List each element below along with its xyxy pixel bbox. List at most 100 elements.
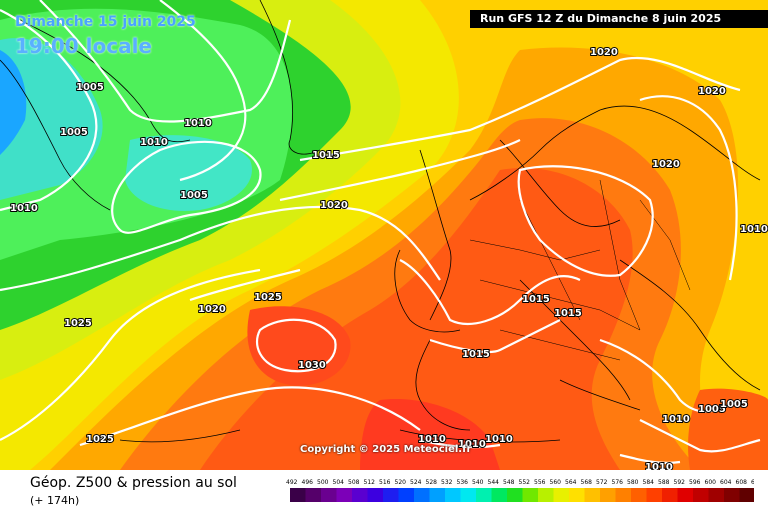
legend-footer: Géop. Z500 & pression au sol (+ 174h) 49… (0, 470, 768, 512)
scale-tick-label: 592 (674, 479, 686, 486)
scale-swatch (305, 488, 321, 502)
scale-tick-label: 500 (317, 479, 329, 486)
isobar-label: 1025 (254, 292, 282, 303)
scale-swatches (290, 488, 754, 502)
scale-tick-label: 596 (689, 479, 701, 486)
scale-swatch (491, 488, 507, 502)
isobar-label: 1020 (652, 159, 680, 170)
isobar-label: 1010 (740, 224, 768, 235)
scale-tick-label: 544 (488, 479, 500, 486)
scale-tick-label: 524 (410, 479, 422, 486)
scale-swatch (414, 488, 430, 502)
scale-swatch (538, 488, 554, 502)
color-scale: 492 496 500 504 508 512 516 520 524 528 532 536 540 5… (286, 479, 754, 502)
coastlines (0, 0, 761, 443)
scale-swatch (398, 488, 414, 502)
scale-tick-label: 496 (302, 479, 314, 486)
scale-swatch (352, 488, 368, 502)
scale-tick-label: 588 (658, 479, 670, 486)
scale-tick-label: 584 (643, 479, 655, 486)
scale-tick-label: 516 (379, 479, 391, 486)
scale-swatch (383, 488, 399, 502)
scale-tick-label: 600 (705, 479, 717, 486)
scale-tick-label: 492 (286, 479, 298, 486)
isobar-label: 1015 (312, 150, 340, 161)
scale-tick-label: 504 (333, 479, 345, 486)
scale-tick-label: 560 (550, 479, 562, 486)
scale-tick-label: 608 (736, 479, 748, 486)
isobar-labels: 1005 1005 1005 1010 1010 1010 1015 1020 … (9, 46, 768, 470)
scale-swatch (615, 488, 631, 502)
isobar-label: 1010 (485, 434, 513, 445)
isobar-label: 1005 (76, 82, 104, 93)
scale-tick-label: 572 (596, 479, 608, 486)
isobar-label: 1010 (458, 439, 486, 450)
isobar-label: 1015 (522, 294, 550, 305)
scale-tick-label: 508 (348, 479, 360, 486)
scale-tick-label: 520 (395, 479, 407, 486)
scale-swatch (693, 488, 709, 502)
scale-ticks: 492 496 500 504 508 512 516 520 524 528 532 536 540 5… (286, 479, 754, 486)
isobar-label: 1025 (86, 434, 114, 445)
scale-tick-label: 576 (612, 479, 624, 486)
forecast-date: Dimanche 15 juin 2025 (15, 14, 196, 30)
scale-swatch (553, 488, 569, 502)
scale-tick-label: 580 (627, 479, 639, 486)
isobar-label: 1010 (184, 118, 212, 129)
scale-swatch (739, 488, 754, 502)
scale-tick-label: 556 (534, 479, 546, 486)
scale-swatch (569, 488, 585, 502)
copyright-notice: Copyright © 2025 Meteociel.fr (300, 444, 472, 455)
scale-swatch (646, 488, 662, 502)
isobar-label: 1020 (698, 86, 726, 97)
scale-swatch (522, 488, 538, 502)
scale-swatch (445, 488, 461, 502)
forecast-local-time: 19:00 locale (15, 34, 152, 58)
scale-tick-label: 532 (441, 479, 453, 486)
scale-tick-label: 512 (364, 479, 376, 486)
scale-swatch (708, 488, 724, 502)
scale-tick-label: 612 (751, 479, 754, 486)
isobar-label: 1005 (698, 404, 726, 415)
isobar-label: 1020 (320, 200, 348, 211)
scale-tick-label: 564 (565, 479, 577, 486)
scale-tick-label: 548 (503, 479, 515, 486)
scale-swatch (460, 488, 476, 502)
scale-tick-label: 568 (581, 479, 593, 486)
isobar-label: 1010 (140, 137, 168, 148)
isobar-label: 1010 (10, 203, 38, 214)
isobar-label: 1020 (590, 47, 618, 58)
isobar-label: 1005 (180, 190, 208, 201)
isobar-label: 1005 (720, 399, 748, 410)
scale-swatch (724, 488, 740, 502)
scale-swatch (290, 488, 306, 502)
isobar-label: 1015 (554, 308, 582, 319)
weather-map: 1005 1005 1005 1010 1010 1010 1015 1020 … (0, 0, 768, 470)
scale-swatch (336, 488, 352, 502)
chart-title: Géop. Z500 & pression au sol (30, 475, 237, 491)
scale-tick-label: 540 (472, 479, 484, 486)
isobars (0, 0, 761, 464)
isobar-label: 1005 (60, 127, 88, 138)
scale-swatch (662, 488, 678, 502)
field-blue-band (0, 50, 27, 155)
scale-swatch (677, 488, 693, 502)
isobar-label: 1010 (645, 462, 673, 470)
scale-tick-label: 536 (457, 479, 469, 486)
scale-swatch (429, 488, 445, 502)
isobar-label: 1010 (418, 434, 446, 445)
isobar-label: 1010 (662, 414, 690, 425)
isobar-label: 1030 (298, 360, 326, 371)
scale-swatch (507, 488, 523, 502)
geopotential-field: 1005 1005 1005 1010 1010 1010 1015 1020 … (0, 0, 768, 470)
scale-swatch (321, 488, 337, 502)
forecast-step: (+ 174h) (30, 494, 80, 507)
scale-tick-label: 552 (519, 479, 531, 486)
model-run-label: Run GFS 12 Z du Dimanche 8 juin 2025 (470, 10, 768, 28)
scale-swatch (631, 488, 647, 502)
country-borders (469, 179, 691, 361)
scale-swatch (476, 488, 492, 502)
isobar-label: 1020 (198, 304, 226, 315)
scale-tick-label: 604 (720, 479, 732, 486)
